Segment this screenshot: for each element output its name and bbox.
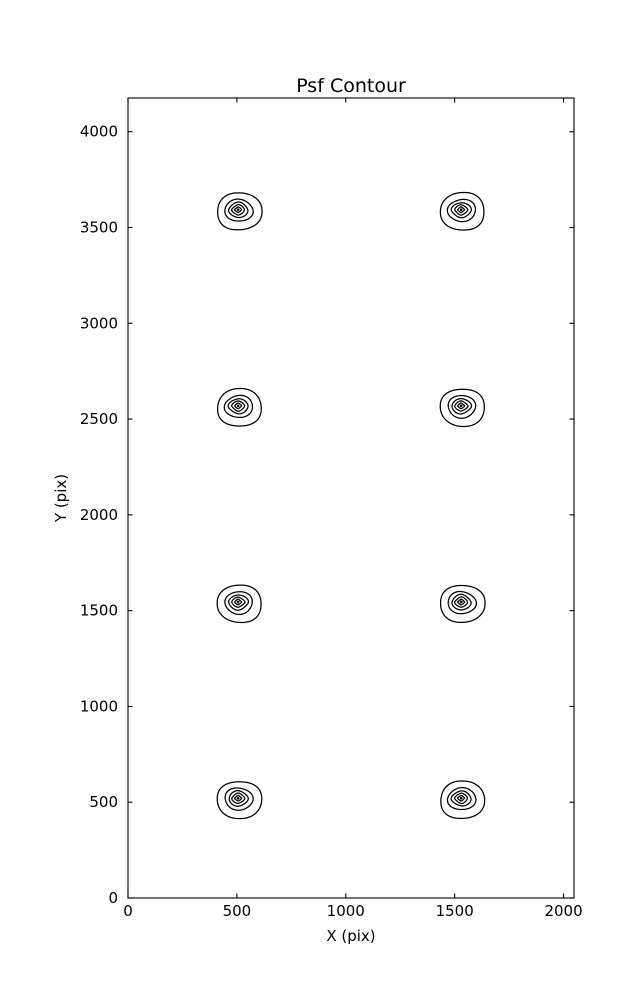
contour-ring	[453, 792, 469, 805]
plot-frame	[127, 97, 575, 899]
psf-blob	[217, 192, 263, 231]
contour-ring	[233, 794, 243, 802]
psf-peak-dot	[236, 404, 240, 408]
y-tick-label: 2000	[80, 506, 118, 524]
psf-peak-dot	[236, 208, 240, 212]
contour-ring	[454, 400, 469, 412]
contour-ring	[227, 201, 249, 219]
psf-blob	[216, 781, 263, 820]
contour-ring	[456, 402, 466, 410]
y-tick-label: 3000	[80, 314, 118, 332]
contour-ring	[457, 206, 466, 214]
contour-ring	[440, 780, 486, 820]
psf-blob	[216, 387, 262, 427]
psf-peak-dot	[459, 208, 463, 212]
contour-ring	[224, 591, 253, 616]
psf-blob	[439, 388, 485, 428]
x-tick-label: 1500	[436, 902, 474, 920]
y-tick-label: 0	[108, 889, 118, 907]
contour-ring	[447, 590, 477, 615]
contour-ring	[450, 202, 473, 219]
contour-ring	[223, 394, 254, 419]
contour-ring	[216, 387, 262, 427]
contour-ring	[457, 794, 466, 802]
contour-ring	[446, 198, 477, 223]
contour-ring	[447, 394, 477, 419]
contour-ring	[439, 584, 486, 623]
psf-peak-dot	[459, 404, 463, 408]
contour-ring	[230, 203, 246, 216]
contour-ring	[224, 198, 254, 222]
contour-ring	[216, 584, 262, 624]
psf-peak-dot	[459, 796, 463, 800]
y-tick-label: 3500	[80, 219, 118, 237]
contour-ring	[439, 191, 485, 231]
y-tick-label: 1500	[80, 602, 118, 620]
psf-blob	[440, 780, 486, 820]
contour-ring	[216, 781, 263, 820]
contour-ring	[451, 593, 472, 611]
plot-title: Psf Contour	[296, 75, 406, 97]
psf-blob	[216, 584, 262, 624]
contour-ring	[231, 596, 246, 608]
x-tick-label: 500	[223, 902, 252, 920]
contour-ring	[450, 790, 472, 807]
contour-ring	[231, 400, 246, 412]
contour-ring	[456, 598, 466, 606]
contour-ring	[231, 792, 246, 804]
contour-ring	[234, 402, 243, 410]
contour-ring	[233, 206, 243, 214]
contour-ring	[234, 598, 243, 606]
x-tick-label: 2000	[544, 902, 582, 920]
contour-ring	[454, 204, 469, 216]
y-axis-label: Y (pix)	[52, 474, 70, 523]
y-tick-label: 500	[89, 793, 118, 811]
y-tick-label: 2500	[80, 410, 118, 428]
y-tick-label: 4000	[80, 123, 118, 141]
contour-ring	[453, 596, 469, 608]
psf-peak-dot	[236, 600, 240, 604]
plot-axes-area: 0 500 1000 1500 2000 0 500 1000 1500 2000 2500 3000…	[80, 97, 583, 920]
y-tick-label: 1000	[80, 697, 118, 715]
psf-blob	[439, 191, 485, 231]
x-axis-label: X (pix)	[326, 927, 375, 945]
psf-peak-dot	[236, 796, 240, 800]
contour-ring	[228, 789, 249, 807]
contour-ring	[228, 594, 250, 611]
contour-ring	[224, 787, 254, 811]
psf-blob	[439, 584, 486, 623]
contour-ring	[446, 786, 477, 811]
contour-ring	[227, 398, 249, 415]
contour-ring	[217, 192, 263, 231]
psf-peak-dot	[459, 600, 463, 604]
contour-ring	[439, 388, 485, 428]
contour-ring	[451, 397, 473, 415]
x-tick-label: 0	[123, 902, 133, 920]
x-tick-label: 1000	[327, 902, 365, 920]
